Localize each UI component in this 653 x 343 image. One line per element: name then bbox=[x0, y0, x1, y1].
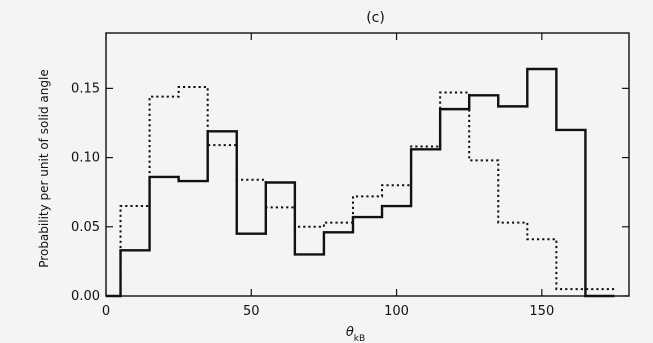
y-axis: 0.00 0.05 0.10 0.15 bbox=[71, 81, 629, 304]
plot-area-frame bbox=[105, 32, 630, 297]
solid-series-line bbox=[106, 67, 615, 298]
x-tick-label: 0 bbox=[102, 304, 110, 319]
x-tick-label: 50 bbox=[243, 304, 260, 319]
panel-label: (c) bbox=[366, 10, 385, 26]
x-axis-label: θkB bbox=[346, 325, 365, 343]
y-tick-label: 0.00 bbox=[71, 289, 100, 304]
x-axis: 0 50 100 150 bbox=[102, 33, 554, 319]
y-axis-label: Probability per unit of solid angle bbox=[37, 69, 51, 267]
x-axis-label-main: θ bbox=[346, 325, 354, 340]
histogram-series bbox=[106, 67, 615, 298]
x-tick-label: 150 bbox=[529, 304, 554, 319]
dotted-series-line bbox=[106, 85, 615, 297]
x-tick-label: 100 bbox=[384, 304, 409, 319]
x-axis-label-subscript: kB bbox=[354, 334, 365, 343]
y-tick-label: 0.15 bbox=[71, 81, 100, 96]
y-tick-label: 0.05 bbox=[71, 220, 100, 235]
y-tick-label: 0.10 bbox=[71, 151, 100, 166]
